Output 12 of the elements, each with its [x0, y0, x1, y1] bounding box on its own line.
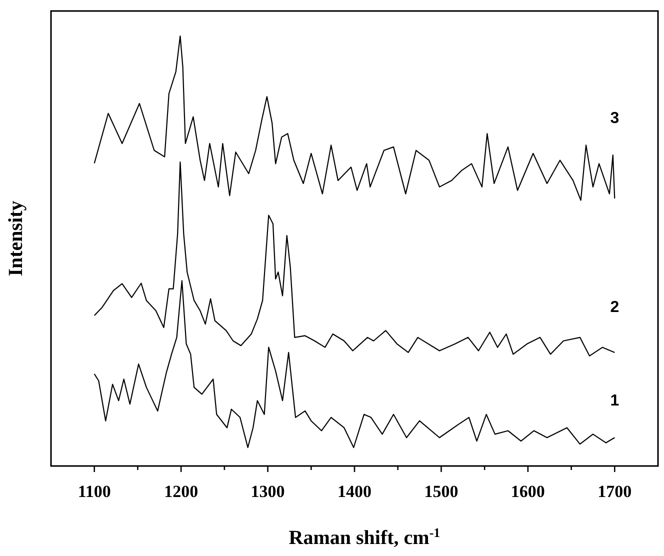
x-tick-label: 1500 [424, 482, 458, 501]
series-label: 1 [610, 392, 620, 410]
x-tick-label: 1600 [510, 482, 545, 501]
x-axis-title: Raman shift, cm$^{-1}$ [288, 524, 440, 549]
series-label: 3 [610, 110, 620, 128]
x-tick-label: 1300 [250, 482, 285, 501]
x-tick-label: 1200 [164, 482, 198, 501]
x-tick-label: 1100 [78, 482, 111, 501]
text: 2 [610, 298, 620, 316]
y-axis-title: Intensity [5, 200, 27, 276]
x-tick-label: 1700 [598, 482, 632, 501]
x-tick-label: 1400 [338, 482, 372, 501]
